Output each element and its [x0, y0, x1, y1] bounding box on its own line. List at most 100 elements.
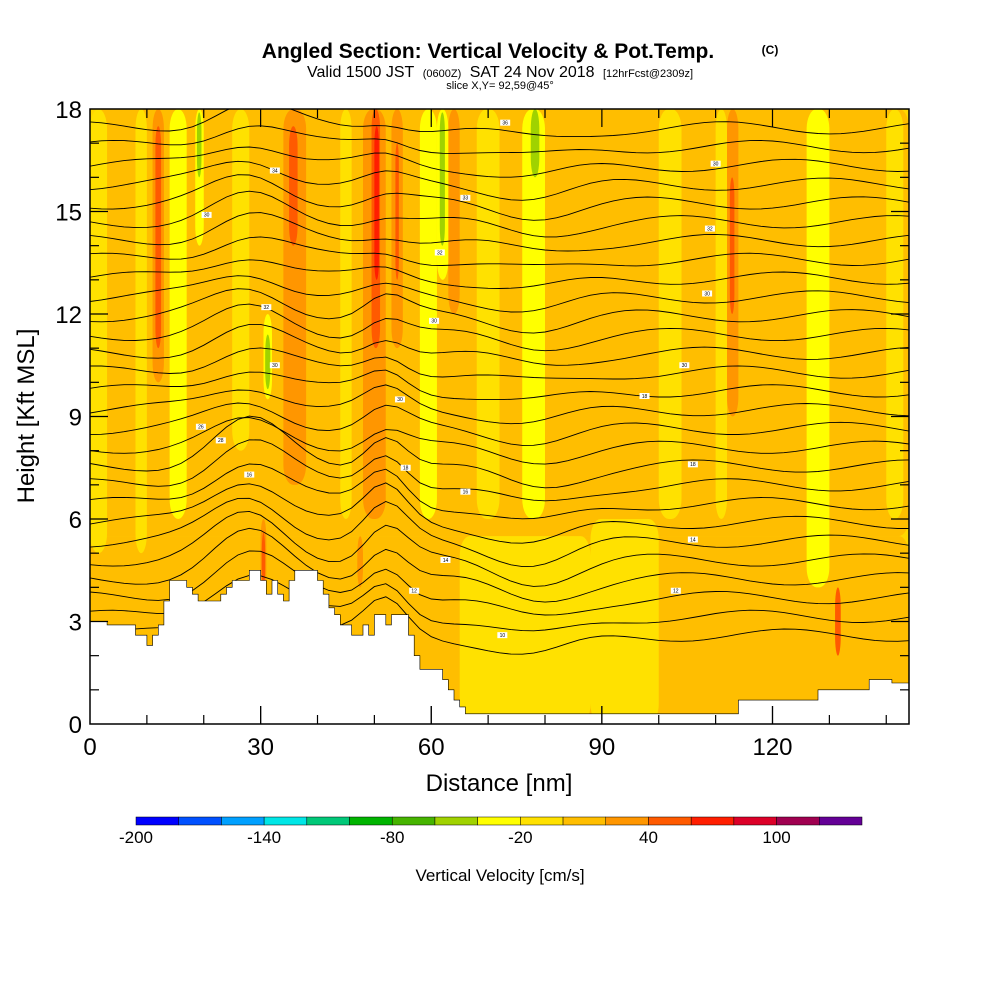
velocity-band: [196, 112, 202, 178]
theta-contour: [90, 369, 909, 401]
colorbar-cell: [733, 816, 777, 826]
x-tick-label: 30: [247, 734, 274, 761]
colorbar-cell: [263, 816, 308, 826]
theta-contour: [90, 347, 909, 380]
colorbar-cell: [690, 816, 735, 826]
theta-contour: [90, 527, 909, 603]
theta-label-box: [201, 211, 212, 218]
colorbar-tick-labels: -200 -140 -80 -20 40 100: [119, 828, 791, 847]
theta-label-box: [710, 160, 721, 167]
velocity-band: [806, 109, 830, 588]
y-tick-label: 15: [55, 200, 82, 227]
colorbar-cell: [819, 816, 863, 826]
theta-contour: [90, 212, 909, 252]
theta-label: 30: [272, 363, 278, 369]
velocity-band: [459, 536, 591, 724]
theta-contour: [90, 259, 909, 289]
theta-label: 34: [272, 168, 278, 174]
theta-label: 32: [264, 305, 270, 311]
velocity-band: [729, 177, 735, 314]
colorbar-cell: [221, 816, 265, 826]
colorbar-cell: [477, 816, 521, 826]
theta-label-box: [409, 587, 420, 594]
theta-label: 33: [463, 196, 469, 202]
theta-contour: [90, 550, 909, 616]
theta-contour: [90, 384, 909, 425]
velocity-band: [448, 109, 460, 314]
colorbar-cell: [349, 816, 393, 826]
colorbar-tick-label: -80: [380, 828, 405, 847]
y-tick-label: 12: [55, 302, 82, 329]
velocity-band: [261, 532, 266, 588]
theta-label-box: [215, 437, 226, 444]
theta-label: 30: [713, 161, 719, 167]
theta-label: 10: [500, 633, 506, 639]
velocity-band: [340, 109, 352, 519]
theta-label: 14: [443, 558, 449, 564]
theta-contour: [90, 510, 909, 587]
theta-label: 30: [704, 291, 710, 297]
plot-area: 36 34 33 30 30 32 32 30 32 30 30 30 30 18 26 28 18 18 16 16…: [90, 109, 909, 724]
velocity-band: [530, 109, 540, 178]
terrain: [90, 570, 909, 724]
theta-label: 18: [690, 462, 696, 468]
theta-label-box: [460, 194, 471, 201]
theta-label: 16: [246, 472, 252, 478]
x-axis-tick-labels: 0 30 60 90 120: [83, 734, 792, 761]
theta-label-box: [269, 362, 280, 369]
theta-label: 18: [403, 466, 409, 472]
theta-contour: [90, 146, 909, 178]
colorbar-cell: [434, 816, 478, 826]
theta-label-box: [269, 167, 280, 174]
theta-label-box: [244, 471, 255, 478]
colorbar-cell: [605, 816, 649, 826]
colorbar-tick-label: -140: [247, 828, 281, 847]
colorbar-tick-label: 100: [762, 828, 790, 847]
colorbar-cell: [391, 816, 436, 826]
theta-contour: [90, 417, 909, 465]
colorbar-cell: [776, 816, 820, 826]
colorbar-cell: [520, 816, 564, 826]
theta-label: 30: [397, 397, 403, 403]
theta-label-box: [429, 317, 440, 324]
theta-label-box: [394, 396, 405, 403]
theta-label: 30: [431, 319, 437, 325]
y-axis-tick-labels: 0 3 6 9 12 15 18: [55, 97, 82, 739]
theta-contour: [90, 288, 909, 334]
velocity-band: [169, 109, 187, 519]
x-tick-label: 0: [83, 734, 96, 761]
valid-time-line: Valid 1500 JST (0600Z) SAT 24 Nov 2018 […: [307, 64, 693, 81]
velocity-band: [522, 109, 545, 519]
slice-info: slice X,Y= 92,59@45°: [446, 80, 554, 92]
velocity-band: [374, 126, 379, 280]
theta-label: 30: [204, 213, 210, 219]
copyright-mark: (C): [762, 43, 779, 57]
theta-label-box: [261, 304, 272, 311]
colorbar-tick-label: -200: [119, 828, 153, 847]
colorbar-cell: [648, 816, 692, 826]
velocity-band: [658, 109, 682, 519]
velocity-band: [289, 126, 298, 246]
colorbar-cell: [562, 816, 607, 826]
velocity-band: [476, 109, 500, 519]
theta-label: 12: [411, 589, 417, 595]
theta-label-box: [440, 557, 451, 563]
theta-label-box: [500, 119, 511, 126]
velocity-band: [590, 519, 659, 724]
theta-label: 30: [682, 363, 688, 369]
y-tick-label: 0: [69, 712, 82, 739]
theta-label: 28: [218, 438, 224, 444]
velocity-band: [395, 143, 399, 280]
x-axis-label: Distance [nm]: [426, 770, 573, 797]
theta-label-box: [460, 488, 471, 495]
forecast-info: [12hrFcst@2309z]: [603, 68, 693, 80]
theta-contour: [90, 482, 909, 544]
theta-label-box: [434, 249, 445, 256]
valid-date: SAT 24 Nov 2018: [470, 64, 595, 81]
velocity-band: [715, 109, 727, 519]
theta-label-box: [704, 225, 715, 232]
theta-label-box: [195, 423, 206, 430]
colorbar: [135, 816, 863, 826]
y-tick-label: 3: [69, 610, 82, 637]
